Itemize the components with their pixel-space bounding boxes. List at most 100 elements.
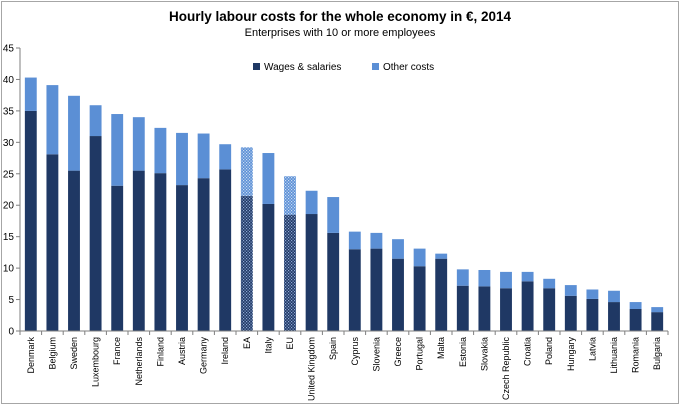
bar-wages-slovakia [478, 286, 491, 331]
bar-other-slovenia [370, 232, 383, 249]
y-tick-label: 40 [3, 75, 15, 86]
bar-other-malta [435, 253, 448, 259]
bar-wages-eu [284, 214, 296, 331]
bar-other-united-kingdom [305, 190, 318, 215]
bar-other-ireland [219, 144, 232, 170]
y-tick-label: 35 [3, 106, 15, 117]
bar-other-ea [240, 147, 253, 196]
x-category-label: Finland [155, 337, 165, 367]
x-category-label: Malta [436, 337, 446, 359]
bar-other-france [111, 114, 124, 186]
bar-other-romania [629, 302, 642, 309]
x-category-label: Estonia [458, 337, 468, 367]
bar-wages-malta [435, 258, 448, 331]
bar-other-spain [327, 197, 340, 233]
x-category-label: France [112, 337, 122, 365]
x-category-label: Lithuania [609, 337, 619, 374]
bar-other-latvia [586, 289, 599, 299]
bar-other-sweden [68, 95, 80, 171]
x-category-label: Denmark [26, 337, 36, 374]
bar-wages-belgium [46, 154, 59, 331]
bar-wages-ireland [219, 169, 232, 331]
bar-other-belgium [46, 85, 59, 155]
x-axis: Denmark Belgium Sweden Luxembourg France Neth… [19, 330, 669, 401]
legend-label-other: Other costs [383, 62, 434, 73]
bar-wages-estonia [456, 285, 469, 331]
x-category-label: Romania [631, 337, 641, 373]
bar-wages-portugal [413, 266, 426, 331]
bar-other-eu [284, 176, 296, 215]
x-category-label: EA [242, 337, 252, 349]
y-tick-label: 0 [8, 327, 14, 338]
bar-wages-lithuania [608, 302, 620, 331]
x-category-label: Ireland [220, 337, 230, 365]
x-category-label: Czech Republic [501, 337, 511, 401]
x-category-label: Netherlands [134, 337, 144, 386]
bar-other-hungary [564, 285, 577, 296]
bar-wages-netherlands [132, 170, 145, 331]
x-category-label: EU [285, 337, 295, 350]
bar-wages-czech-republic [500, 288, 512, 331]
bar-wages-hungary [564, 295, 577, 331]
x-category-label: Germany [199, 337, 209, 375]
bar-wages-poland [543, 288, 556, 331]
bar-other-cyprus [348, 231, 361, 250]
x-category-label: Slovenia [371, 337, 381, 372]
bar-wages-greece [392, 258, 404, 331]
bar-other-austria [176, 132, 188, 186]
bar-wages-cyprus [348, 249, 361, 331]
bar-wages-ea [240, 195, 253, 331]
bar-wages-slovenia [370, 248, 383, 331]
bar-other-czech-republic [500, 271, 512, 289]
bar-other-slovakia [478, 269, 491, 287]
x-category-label: Bulgaria [652, 337, 662, 370]
bar-other-finland [154, 127, 167, 174]
bar-other-germany [197, 133, 210, 179]
y-tick-label: 30 [3, 138, 15, 149]
y-tick-label: 10 [3, 264, 15, 275]
bar-wages-italy [262, 203, 275, 331]
x-category-label: Hungary [566, 337, 576, 372]
y-tick-label: 45 [3, 44, 15, 55]
bar-other-denmark [24, 77, 37, 111]
bar-other-greece [392, 239, 404, 259]
bar-wages-bulgaria [651, 312, 664, 331]
bar-other-lithuania [608, 290, 620, 303]
x-category-label: Sweden [69, 337, 79, 370]
bar-wages-romania [629, 308, 642, 331]
legend-swatch-wages [253, 63, 260, 70]
bar-other-luxembourg [89, 105, 102, 137]
bar-other-italy [262, 153, 275, 204]
x-category-label: Italy [263, 337, 273, 354]
y-tick-label: 15 [3, 232, 15, 243]
x-category-label: Portugal [415, 337, 425, 371]
y-axis: 0 5 10 15 20 25 30 35 40 45 [3, 44, 21, 338]
bar-wages-sweden [68, 170, 80, 331]
x-category-label: Croatia [523, 337, 533, 366]
chart-subtitle: Enterprises with 10 or more employees [244, 27, 436, 39]
x-category-label: Luxembourg [91, 337, 101, 387]
bar-other-poland [543, 278, 556, 289]
bar-other-croatia [521, 271, 534, 282]
x-category-label: Belgium [47, 337, 57, 370]
bar-other-portugal [413, 248, 426, 267]
bar-wages-spain [327, 232, 340, 331]
bar-other-bulgaria [651, 307, 664, 313]
x-category-label: Poland [544, 337, 554, 365]
x-category-label: Greece [393, 337, 403, 367]
chart-title: Hourly labour costs for the whole econom… [168, 9, 512, 24]
bar-other-estonia [456, 269, 469, 286]
legend-swatch-other [372, 63, 379, 70]
bar-wages-united-kingdom [305, 214, 318, 331]
bar-wages-finland [154, 173, 167, 331]
bar-other-netherlands [132, 117, 145, 171]
bar-wages-austria [176, 185, 188, 331]
y-tick-label: 5 [8, 295, 14, 306]
x-category-label: Cyprus [350, 337, 360, 366]
bar-wages-france [111, 185, 124, 331]
bar-wages-germany [197, 178, 210, 331]
x-category-label: Latvia [587, 337, 597, 361]
legend-label-wages: Wages & salaries [264, 62, 341, 73]
bars [24, 77, 664, 331]
